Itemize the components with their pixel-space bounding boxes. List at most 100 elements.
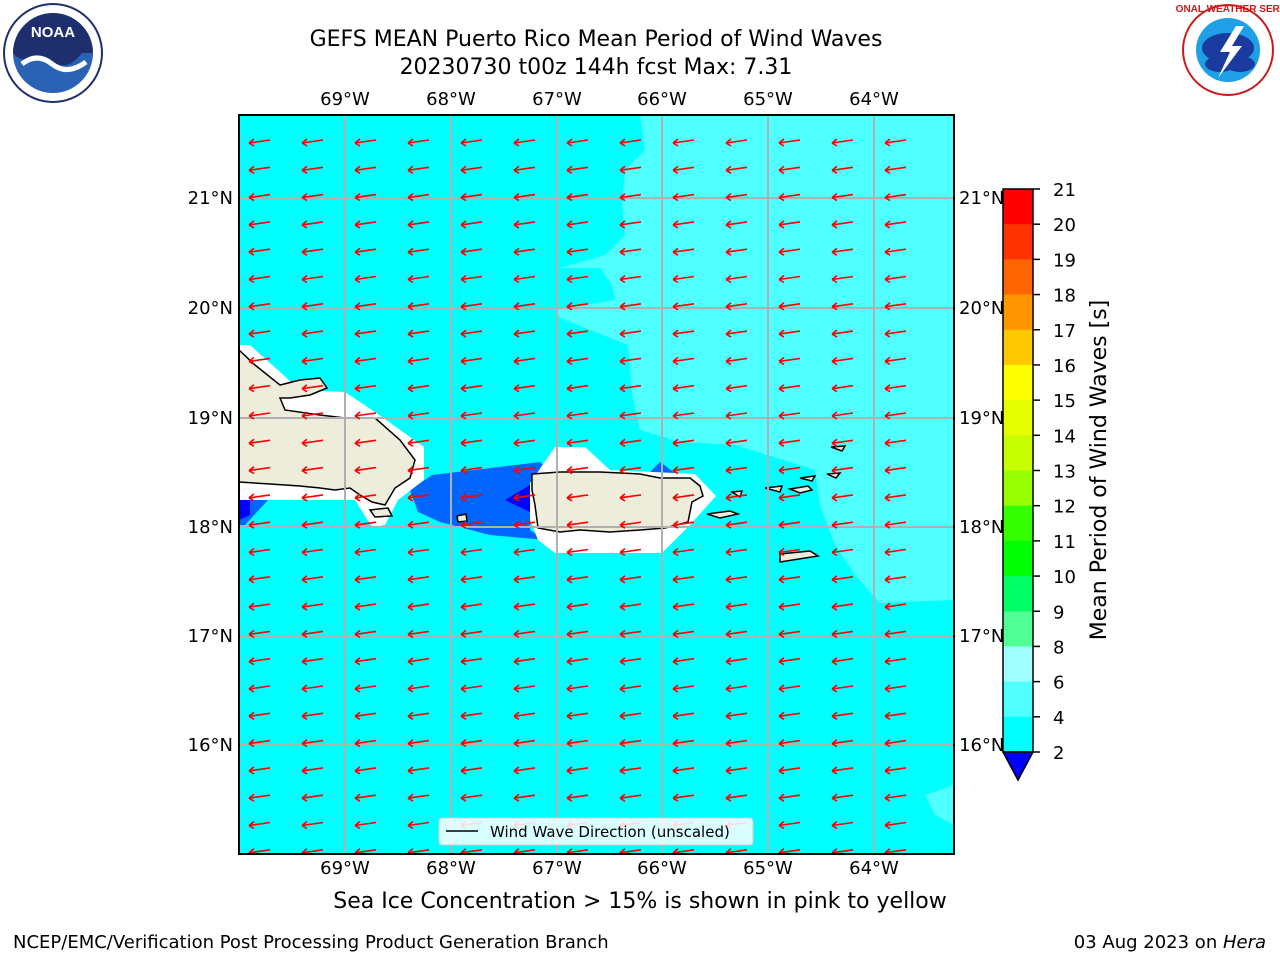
wind-wave-arrow <box>884 192 907 202</box>
wind-wave-arrow <box>354 138 377 147</box>
colorbar-segment <box>1003 505 1033 542</box>
wind-wave-arrow <box>672 274 695 284</box>
wind-wave-arrow <box>831 520 854 529</box>
wind-wave-arrow <box>725 711 748 720</box>
wind-wave-arrow <box>566 575 589 584</box>
wind-wave-arrow <box>619 711 642 720</box>
wind-wave-arrow <box>354 411 377 420</box>
colorbar-tick-label: 2 <box>1053 743 1064 764</box>
nws-logo-text: NATIONAL WEATHER SERVICE <box>1176 4 1280 15</box>
wind-wave-arrow <box>725 493 748 502</box>
wind-wave-arrow <box>619 329 642 338</box>
sea-ice-note: Sea Ice Concentration > 15% is shown in … <box>333 889 947 914</box>
wind-wave-arrow <box>248 657 271 666</box>
wind-wave-arrow <box>301 493 324 502</box>
wind-wave-arrow <box>566 629 589 639</box>
footer-credit: NCEP/EMC/Verification Post Processing Pr… <box>13 932 609 953</box>
lat-label-left-19: 19°N <box>188 408 233 429</box>
wind-wave-arrow <box>672 629 695 639</box>
wind-wave-arrow <box>407 711 430 720</box>
wind-wave-arrow <box>619 547 642 557</box>
lat-label-right-19: 19°N <box>959 408 1004 429</box>
wind-wave-arrow <box>884 384 907 393</box>
wind-wave-arrow <box>407 629 430 639</box>
wind-wave-arrow <box>725 329 748 338</box>
wind-wave-arrow <box>407 793 430 802</box>
wind-wave-arrow <box>778 274 801 284</box>
colorbar-tick-label: 11 <box>1053 532 1076 553</box>
lat-label-right-20: 20°N <box>959 298 1004 319</box>
wind-wave-arrow <box>672 711 695 720</box>
chart-title: GEFS MEAN Puerto Rico Mean Period of Win… <box>309 27 883 52</box>
colorbar-tick-label: 16 <box>1053 356 1076 377</box>
wind-wave-arrow <box>725 793 748 802</box>
wind-wave-arrow <box>460 220 483 229</box>
wind-wave-arrow <box>619 384 642 393</box>
wind-wave-arrow <box>672 465 695 475</box>
colorbar-tick-label: 4 <box>1053 708 1064 729</box>
wind-wave-arrow <box>301 575 324 584</box>
wind-wave-arrow <box>778 247 801 256</box>
wind-wave-arrow <box>778 629 801 639</box>
ocean-period-6-8 <box>555 115 954 603</box>
wind-wave-arrow <box>301 274 324 284</box>
wind-wave-arrow <box>566 766 589 775</box>
wind-wave-arrow <box>460 493 483 502</box>
colorbar-segment <box>1003 435 1033 471</box>
wind-wave-arrow <box>831 793 854 802</box>
lon-label-bottom-67: 67°W <box>532 858 582 879</box>
map-frame <box>238 114 955 855</box>
wind-wave-arrow <box>301 138 324 147</box>
wind-wave-arrow <box>248 247 271 256</box>
colorbar-tick-label: 13 <box>1053 462 1076 483</box>
lon-label-top-69: 69°W <box>320 89 370 110</box>
land-anegada <box>826 472 842 479</box>
wind-wave-arrow <box>407 438 430 447</box>
wind-wave-arrow <box>407 274 430 284</box>
colorbar-tick-label: 21 <box>1053 180 1076 201</box>
wind-wave-arrow <box>513 657 536 666</box>
wind-wave-arrow <box>248 192 271 202</box>
wind-wave-arrow <box>566 657 589 666</box>
lon-label-bottom-68: 68°W <box>426 858 476 879</box>
wind-wave-arrow <box>248 602 271 611</box>
wind-wave-arrow <box>884 520 907 529</box>
wind-wave-arrow <box>884 629 907 639</box>
wind-wave-arrow <box>513 602 536 611</box>
ocean-period-2-4-mona <box>410 462 548 540</box>
wind-wave-arrow <box>407 684 430 693</box>
wind-wave-arrow <box>354 274 377 284</box>
wind-wave-arrow <box>248 165 271 174</box>
wind-wave-arrow <box>672 247 695 256</box>
wind-wave-arrow <box>513 192 536 202</box>
wind-wave-arrow <box>513 793 536 802</box>
wind-wave-arrow <box>672 438 695 447</box>
colorbar-segment <box>1003 224 1033 260</box>
lat-label-right-16: 16°N <box>959 735 1004 756</box>
wind-wave-arrow <box>354 165 377 174</box>
lon-label-top-65: 65°W <box>743 89 793 110</box>
wind-wave-arrow <box>566 329 589 338</box>
wind-wave-arrow <box>301 192 324 202</box>
wind-wave-arrow <box>460 793 483 802</box>
colorbar-under-extension <box>1001 751 1035 782</box>
wind-wave-arrow <box>831 329 854 338</box>
wind-wave-arrow <box>513 220 536 229</box>
wind-wave-arrow <box>619 247 642 256</box>
wind-wave-arrow <box>460 356 483 366</box>
wind-wave-arrow <box>725 766 748 775</box>
wind-wave-arrow <box>778 766 801 775</box>
wind-wave-arrow <box>778 138 801 147</box>
wind-wave-arrow <box>460 629 483 639</box>
wind-wave-arrow <box>831 575 854 584</box>
lat-label-left-20: 20°N <box>188 298 233 319</box>
wind-wave-arrow <box>672 547 695 557</box>
wind-wave-arrow <box>619 793 642 802</box>
wind-wave-arrow <box>619 220 642 229</box>
lon-label-top-67: 67°W <box>532 89 582 110</box>
wind-wave-arrow <box>831 438 854 447</box>
wind-wave-arrow <box>407 302 430 311</box>
colorbar-segment <box>1003 189 1033 225</box>
colorbar: 21 20 19 18 17 16 15 14 13 12 11 10 9 8 6 4 2 <box>1001 180 1076 782</box>
wind-wave-arrow <box>778 165 801 174</box>
